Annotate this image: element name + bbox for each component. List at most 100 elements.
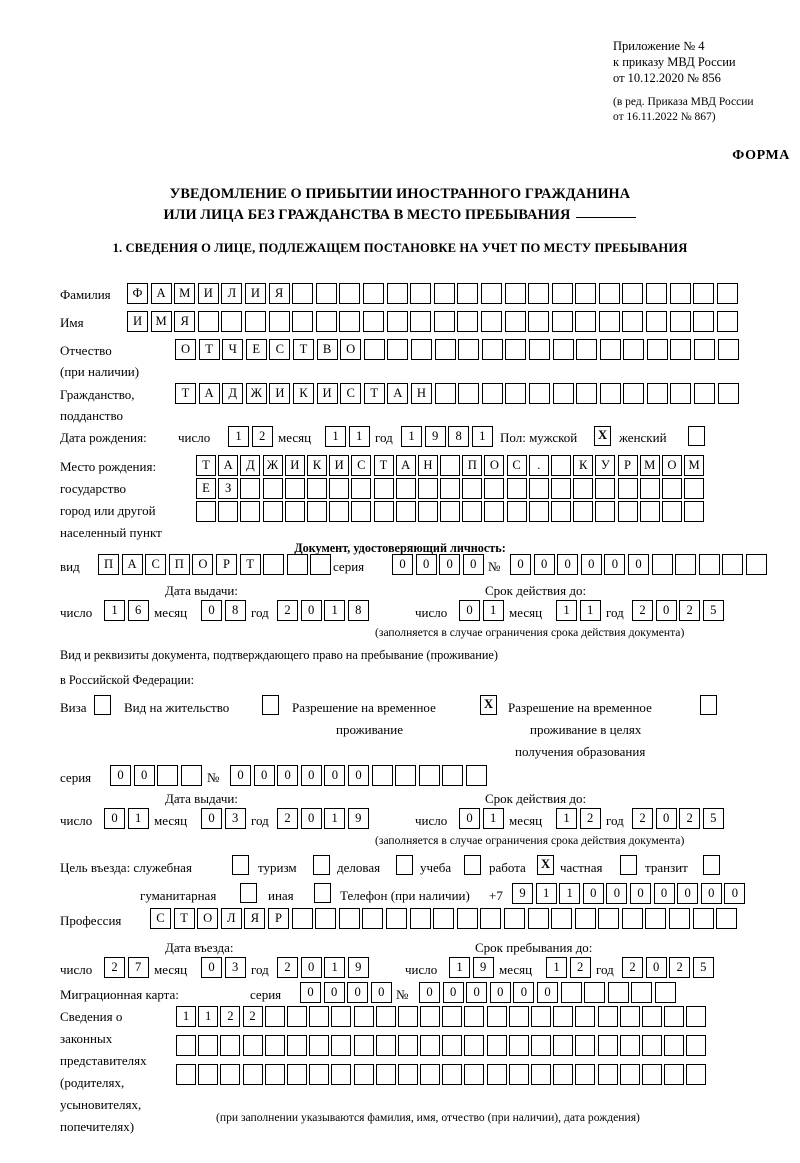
comb-cell[interactable]: А	[387, 383, 409, 404]
comb-cell[interactable]: 0	[645, 957, 667, 978]
comb-cell[interactable]: Т	[173, 908, 195, 929]
comb-cell[interactable]: У	[595, 455, 616, 476]
comb-cell[interactable]	[420, 1006, 441, 1027]
comb-cell[interactable]	[465, 765, 487, 786]
comb-cell[interactable]	[442, 765, 464, 786]
comb-cell[interactable]: Р	[215, 554, 237, 575]
comb-cell[interactable]	[387, 339, 409, 360]
comb-cell[interactable]: 8	[448, 426, 470, 447]
comb-cell[interactable]: 0	[459, 600, 480, 621]
comb-cell[interactable]	[617, 478, 638, 499]
comb-cell[interactable]	[373, 478, 394, 499]
comb-cell[interactable]: Р	[267, 908, 289, 929]
comb-cell[interactable]: 0	[277, 765, 299, 786]
comb-cell[interactable]	[645, 908, 667, 929]
comb-cell[interactable]	[315, 283, 337, 304]
comb-cell[interactable]	[481, 383, 503, 404]
comb-cell[interactable]: 2	[277, 808, 298, 829]
comb-cell[interactable]: 0	[604, 554, 626, 575]
comb-cell[interactable]	[339, 311, 361, 332]
comb-cell[interactable]	[397, 1006, 418, 1027]
comb-cell[interactable]	[371, 765, 393, 786]
comb-cell[interactable]	[457, 283, 479, 304]
comb-cell[interactable]	[528, 478, 549, 499]
comb-cell[interactable]	[306, 501, 327, 522]
comb-cell[interactable]: 0	[442, 982, 464, 1003]
comb-cell[interactable]: 0	[133, 765, 155, 786]
comb-cell[interactable]	[458, 383, 480, 404]
comb-cell[interactable]	[397, 1064, 418, 1085]
comb-cell[interactable]	[410, 311, 432, 332]
comb-cell[interactable]	[597, 1006, 618, 1027]
comb-cell[interactable]	[575, 1006, 596, 1027]
comb-cell[interactable]: 2	[579, 808, 601, 829]
comb-cell[interactable]: Е	[245, 339, 267, 360]
comb-cell[interactable]: 0	[655, 600, 677, 621]
comb-cell[interactable]	[641, 1035, 662, 1056]
comb-cell[interactable]: И	[127, 311, 148, 332]
comb-cell[interactable]: 0	[201, 600, 222, 621]
comb-cell[interactable]: 0	[489, 982, 511, 1003]
comb-cell[interactable]	[617, 501, 638, 522]
comb-cell[interactable]	[694, 339, 716, 360]
comb-cell[interactable]	[218, 501, 239, 522]
comb-cell[interactable]	[375, 1006, 396, 1027]
comb-cell[interactable]: 2	[679, 808, 701, 829]
comb-cell[interactable]	[508, 1006, 529, 1027]
comb-cell[interactable]: 0	[104, 808, 125, 829]
comb-cell[interactable]: 0	[323, 982, 345, 1003]
comb-cell[interactable]: Ж	[245, 383, 267, 404]
temp-residence-edu-checkbox[interactable]	[700, 695, 717, 715]
comb-cell[interactable]	[670, 339, 692, 360]
comb-cell[interactable]	[196, 501, 216, 522]
comb-cell[interactable]	[409, 908, 431, 929]
comb-cell[interactable]	[694, 383, 716, 404]
comb-cell[interactable]: 0	[459, 808, 480, 829]
comb-cell[interactable]: П	[168, 554, 190, 575]
comb-cell[interactable]: 1	[579, 600, 601, 621]
comb-cell[interactable]	[464, 1064, 485, 1085]
comb-cell[interactable]	[622, 283, 644, 304]
comb-cell[interactable]: 0	[392, 554, 413, 575]
comb-cell[interactable]	[331, 1064, 352, 1085]
comb-cell[interactable]	[433, 311, 455, 332]
comb-cell[interactable]	[576, 339, 598, 360]
comb-cell[interactable]: 1	[324, 600, 346, 621]
comb-cell[interactable]	[197, 311, 219, 332]
comb-cell[interactable]	[306, 478, 327, 499]
comb-cell[interactable]	[353, 1035, 374, 1056]
comb-cell[interactable]	[661, 501, 682, 522]
comb-cell[interactable]	[684, 478, 705, 499]
comb-cell[interactable]	[284, 501, 305, 522]
comb-cell[interactable]	[338, 908, 360, 929]
comb-cell[interactable]: 1	[471, 426, 493, 447]
comb-cell[interactable]: 1	[228, 426, 249, 447]
comb-cell[interactable]: 3	[224, 808, 246, 829]
comb-cell[interactable]	[576, 383, 598, 404]
comb-cell[interactable]	[552, 383, 574, 404]
comb-cell[interactable]	[722, 554, 744, 575]
comb-cell[interactable]: Я	[244, 908, 266, 929]
comb-cell[interactable]	[220, 1064, 241, 1085]
comb-cell[interactable]	[553, 1064, 574, 1085]
comb-cell[interactable]: М	[684, 455, 705, 476]
comb-cell[interactable]	[292, 311, 314, 332]
comb-cell[interactable]	[503, 908, 525, 929]
comb-cell[interactable]: 0	[513, 982, 535, 1003]
comb-cell[interactable]: Т	[175, 383, 196, 404]
comb-cell[interactable]	[553, 1035, 574, 1056]
comb-cell[interactable]	[486, 1064, 507, 1085]
comb-cell[interactable]	[386, 283, 408, 304]
comb-cell[interactable]	[464, 1006, 485, 1027]
comb-cell[interactable]	[619, 1064, 640, 1085]
comb-cell[interactable]	[646, 311, 668, 332]
comb-cell[interactable]	[373, 501, 394, 522]
comb-cell[interactable]: Т	[239, 554, 261, 575]
comb-cell[interactable]: 1	[324, 808, 346, 829]
comb-cell[interactable]	[198, 1035, 219, 1056]
